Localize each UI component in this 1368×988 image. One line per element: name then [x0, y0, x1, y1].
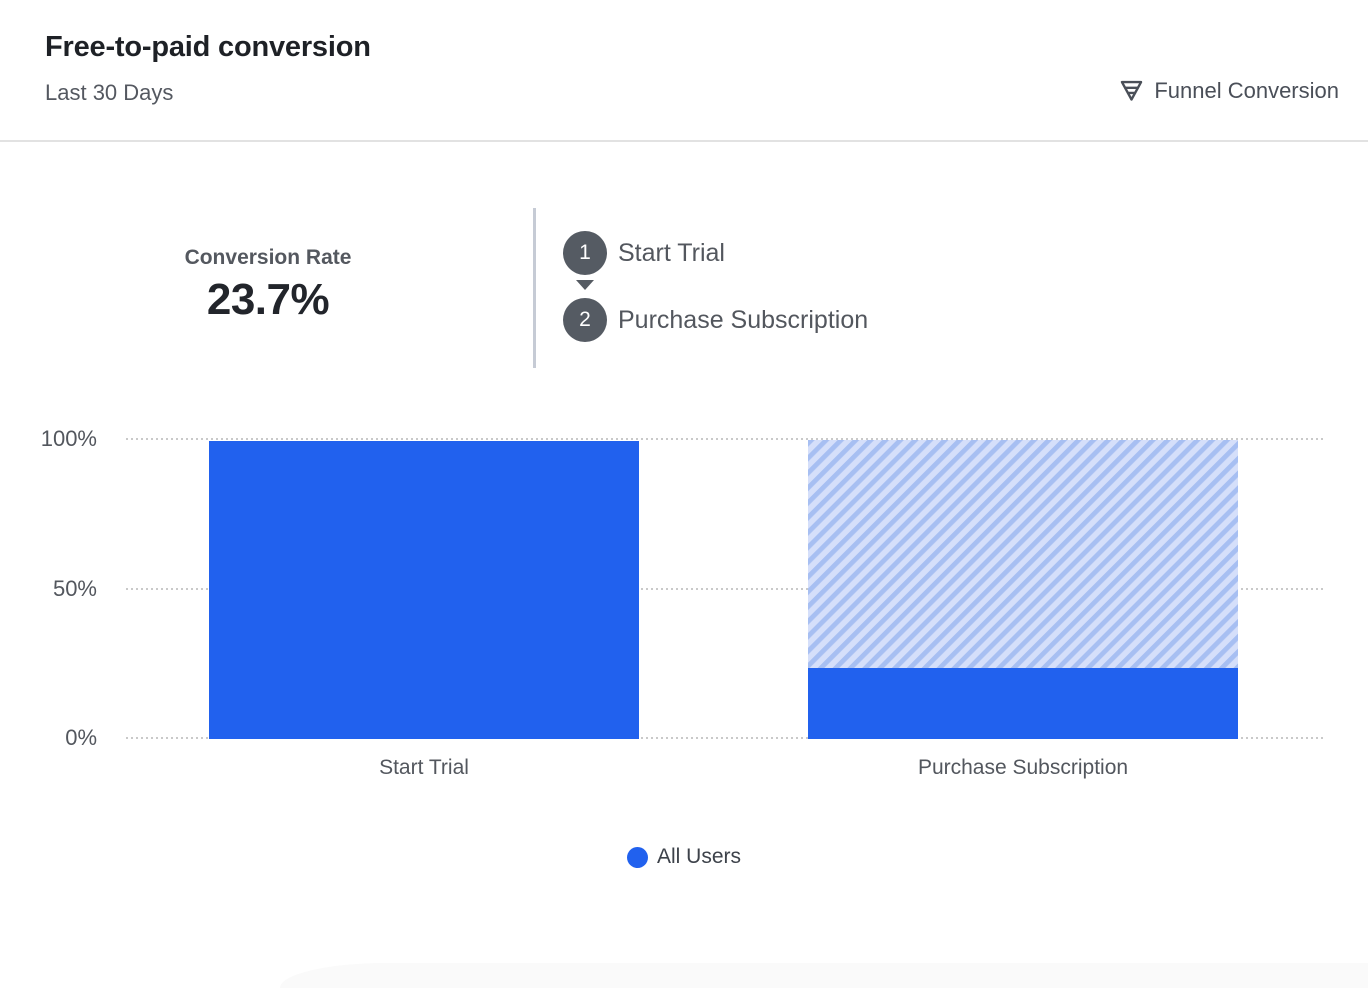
bar-purchase-subscription-remainder[interactable] [808, 440, 1238, 668]
funnel-icon [1118, 77, 1145, 104]
gridline-0 [126, 737, 1325, 739]
legend-item-all-users[interactable]: All Users [626, 845, 741, 869]
step-1-label: Start Trial [618, 238, 725, 267]
y-axis-tick-50: 50% [52, 576, 97, 601]
funnel-step-1: 1 Start Trial [563, 231, 868, 275]
summary-divider [533, 208, 536, 368]
conversion-rate-label: Conversion Rate [184, 246, 352, 269]
y-axis-tick-100: 100% [40, 426, 97, 451]
x-axis-label-start-trial: Start Trial [379, 756, 469, 779]
funnel-steps-list: 1 Start Trial 2 Purchase Subscription [563, 231, 868, 342]
gridline-50 [126, 588, 1325, 590]
widget-header: Free-to-paid conversion Last 30 Days Fun… [0, 0, 1368, 142]
funnel-step-2: 2 Purchase Subscription [563, 298, 868, 342]
bar-purchase-subscription[interactable] [808, 668, 1238, 739]
x-axis-label-purchase-subscription: Purchase Subscription [917, 756, 1129, 779]
conversion-rate-value: 23.7% [206, 275, 330, 324]
step-arrow-down-icon [576, 280, 594, 290]
gridline-100 [126, 438, 1325, 440]
step-1-badge: 1 [563, 231, 607, 275]
legend-label: All Users [656, 845, 741, 868]
step-2-label: Purchase Subscription [618, 305, 869, 334]
conversion-rate-summary: Conversion Rate 23.7% [148, 246, 388, 325]
chart-legend: All Users [0, 845, 1368, 869]
date-range-label: Last 30 Days [45, 80, 174, 105]
page-title: Free-to-paid conversion [45, 31, 371, 63]
chart-type-selector[interactable]: Funnel Conversion [1118, 77, 1339, 104]
y-axis-tick-0: 0% [65, 725, 97, 750]
legend-swatch-icon [626, 846, 648, 868]
next-card-edge [280, 963, 1368, 988]
bar-start-trial[interactable] [209, 441, 639, 739]
step-2-badge: 2 [563, 298, 607, 342]
chart-type-label: Funnel Conversion [1154, 77, 1339, 103]
